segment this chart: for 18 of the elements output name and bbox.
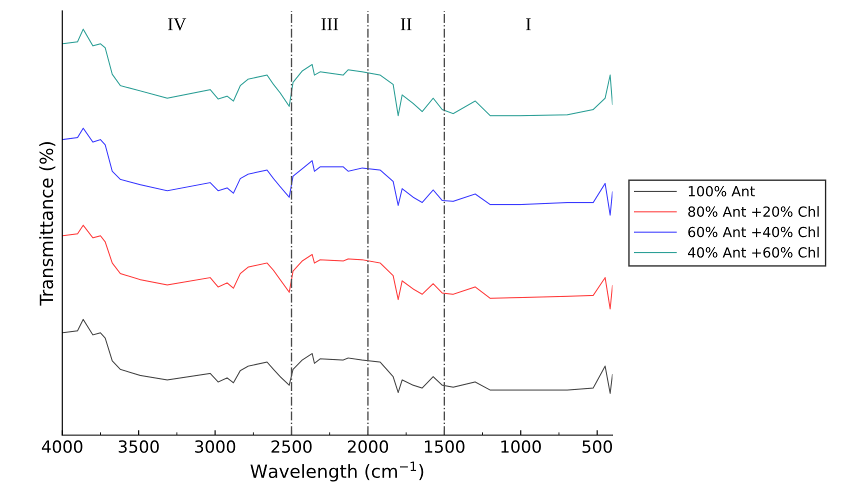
- annotation: IV: [168, 18, 186, 30]
- legend-label: 40% Ant +60% Chl: [688, 246, 819, 258]
- x-tick-label: 2000: [348, 440, 388, 453]
- annotation: I: [526, 18, 531, 30]
- x-tick-label: 3000: [195, 440, 236, 453]
- legend-label: 80% Ant +20% Chl: [688, 206, 819, 217]
- x-tick-label: 500: [582, 440, 612, 453]
- y-axis-title: Transmittance (%): [39, 142, 56, 306]
- annotation: III: [321, 18, 338, 30]
- x-tick-label: 3500: [118, 440, 159, 453]
- x-tick-label: 1500: [424, 440, 464, 453]
- legend-label: 60% Ant +40% Chl: [688, 226, 819, 238]
- legend-label: 100% Ant: [688, 186, 755, 197]
- annotation: II: [400, 18, 412, 30]
- x-tick-label: 1000: [501, 440, 541, 453]
- x-axis-title: Wavelength (cm$^{−1}$): [250, 462, 424, 482]
- x-tick-label: 2500: [272, 440, 312, 453]
- x-tick-label: 4000: [42, 440, 82, 453]
